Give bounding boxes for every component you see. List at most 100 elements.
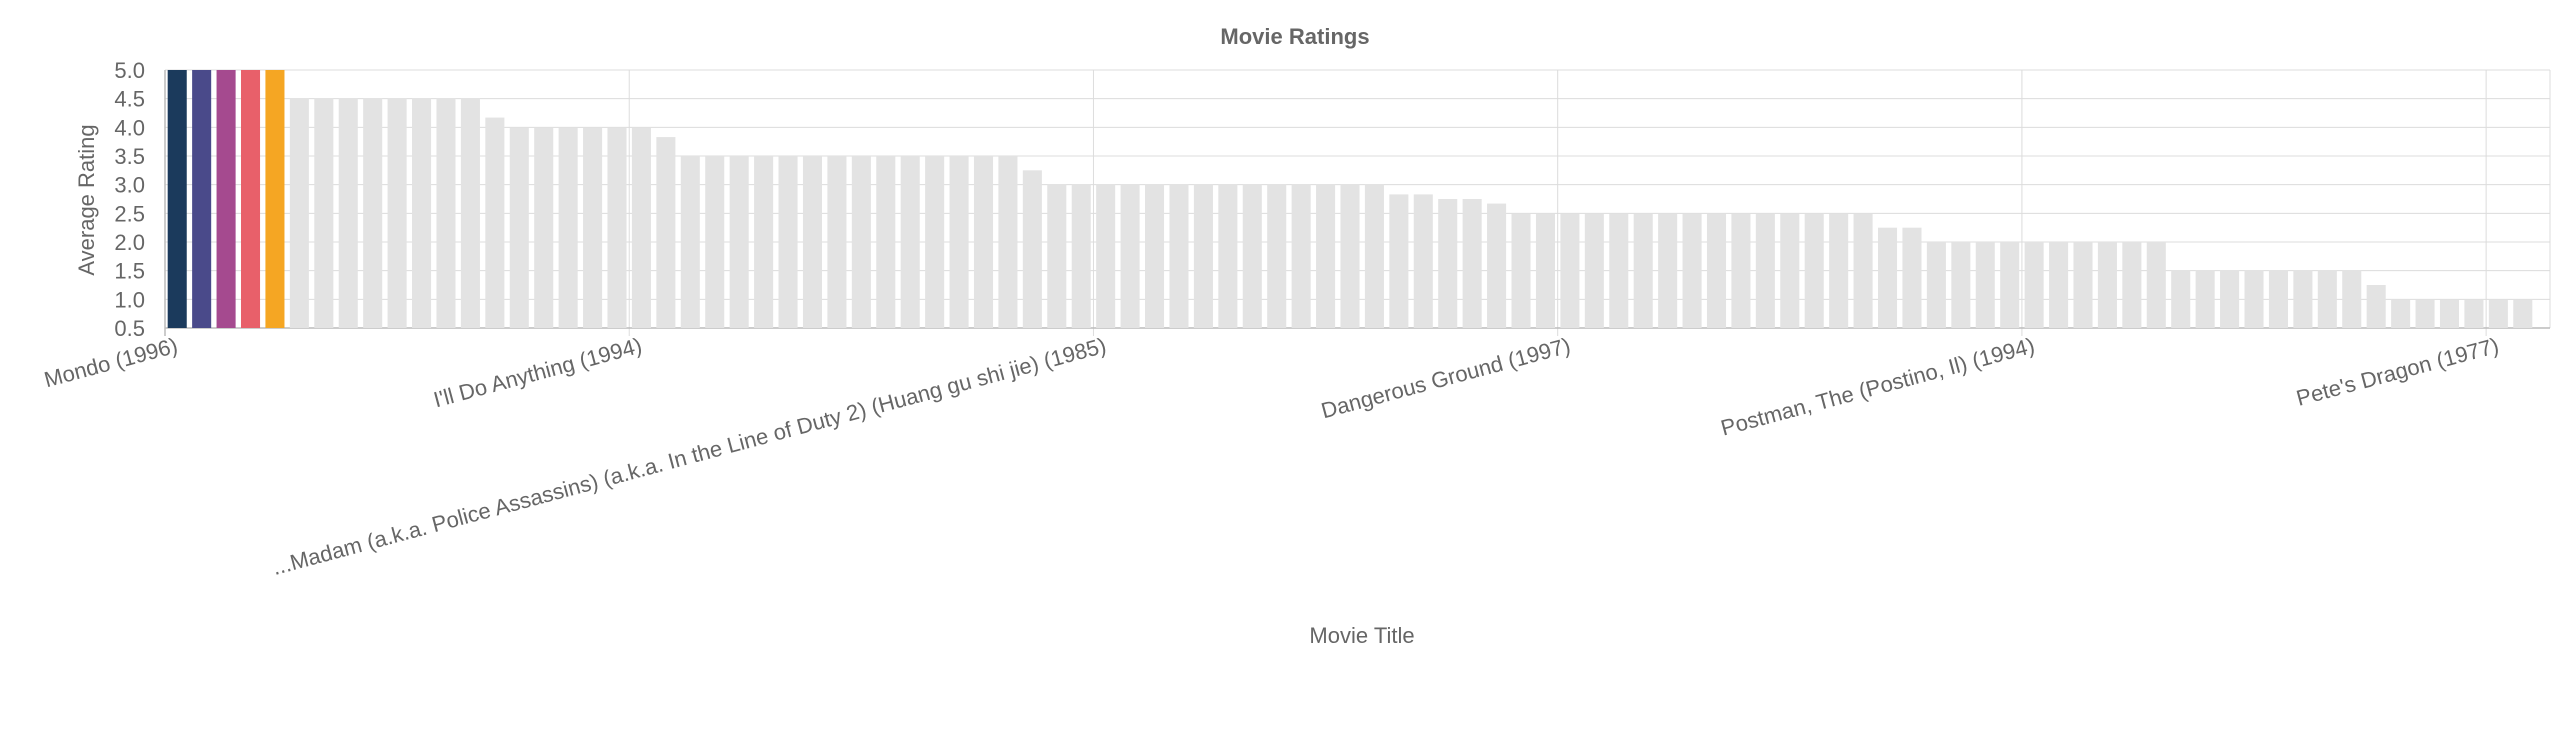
bar[interactable] [412,98,432,329]
bar[interactable] [485,117,505,328]
bar[interactable] [2000,242,2020,328]
bar[interactable] [680,156,700,328]
bar[interactable] [1609,213,1629,328]
bar[interactable] [1584,213,1604,328]
bar[interactable] [656,137,676,328]
bar[interactable] [998,156,1018,328]
bar[interactable] [216,70,236,328]
bar[interactable] [1511,213,1531,328]
bar[interactable] [851,156,871,328]
bar[interactable] [1658,213,1678,328]
bar[interactable] [583,127,603,328]
bar[interactable] [314,98,334,329]
bar[interactable] [2464,299,2484,328]
bar[interactable] [240,70,261,328]
bar[interactable] [558,127,578,328]
bar[interactable] [2122,242,2142,328]
bar[interactable] [1071,184,1091,328]
bar[interactable] [289,98,309,329]
bar[interactable] [1487,203,1507,328]
bar[interactable] [900,156,920,328]
bar[interactable] [534,127,554,328]
bar[interactable] [729,156,749,328]
bar[interactable] [509,127,529,328]
bar[interactable] [1462,199,1482,328]
bar[interactable] [1413,194,1433,328]
bar[interactable] [631,127,651,328]
bar[interactable] [1291,184,1311,328]
bar[interactable] [2415,299,2435,328]
bar[interactable] [1706,213,1727,328]
bar[interactable] [1267,184,1287,328]
bar[interactable] [1560,213,1580,328]
bar[interactable] [949,156,969,328]
bar[interactable] [2513,299,2533,328]
bar[interactable] [2342,270,2362,328]
bar[interactable] [1218,184,1238,328]
bar[interactable] [754,156,774,328]
bar[interactable] [1829,213,1849,328]
bar[interactable] [2391,299,2411,328]
bar[interactable] [338,98,358,329]
bar[interactable] [1731,213,1751,328]
bar[interactable] [1389,194,1409,328]
bar[interactable] [2220,270,2240,328]
bar[interactable] [265,70,285,328]
bar[interactable] [1096,184,1116,328]
bar[interactable] [2439,299,2460,328]
bar[interactable] [1535,213,1555,328]
bar[interactable] [1316,184,1336,328]
bar[interactable] [925,156,945,328]
bar[interactable] [1242,184,1262,328]
bar[interactable] [1438,199,1458,328]
bar[interactable] [1951,242,1971,328]
bar[interactable] [387,98,407,329]
bar[interactable] [1926,242,1946,328]
bar[interactable] [1975,242,1995,328]
bar[interactable] [2488,299,2508,328]
bar[interactable] [1633,213,1653,328]
bar[interactable] [778,156,798,328]
bar[interactable] [1169,184,1189,328]
bar[interactable] [2024,242,2044,328]
bar[interactable] [607,127,627,328]
bar[interactable] [2049,242,2069,328]
bar[interactable] [192,70,212,328]
bar[interactable] [460,98,480,329]
bar[interactable] [1193,184,1213,328]
bar[interactable] [1340,184,1360,328]
bar[interactable] [2317,270,2337,328]
bar[interactable] [1755,213,1775,328]
bar[interactable] [2097,242,2117,328]
bar[interactable] [1780,213,1800,328]
bar[interactable] [876,156,896,328]
bar[interactable] [2171,270,2191,328]
bar[interactable] [167,70,187,328]
bar[interactable] [1853,213,1873,328]
bar[interactable] [802,156,823,328]
bar[interactable] [1877,227,1898,328]
bar[interactable] [1364,184,1384,328]
bar[interactable] [2146,242,2166,328]
bar[interactable] [2293,270,2313,328]
bar[interactable] [2244,270,2264,328]
bar[interactable] [363,98,383,329]
bar[interactable] [1902,227,1922,328]
bar[interactable] [973,156,994,328]
bar[interactable] [1682,213,1702,328]
bar[interactable] [705,156,725,328]
bar[interactable] [1047,184,1067,328]
bar[interactable] [1022,170,1042,328]
bar[interactable] [1145,184,1165,328]
y-tick-label: 1.0 [114,287,145,312]
bar[interactable] [827,156,847,328]
bar[interactable] [2366,285,2386,328]
bar[interactable] [1120,184,1140,328]
bar[interactable] [2195,270,2215,328]
bar[interactable] [1804,213,1824,328]
bar[interactable] [2073,242,2093,328]
bar[interactable] [436,98,456,329]
bar[interactable] [2268,270,2288,328]
